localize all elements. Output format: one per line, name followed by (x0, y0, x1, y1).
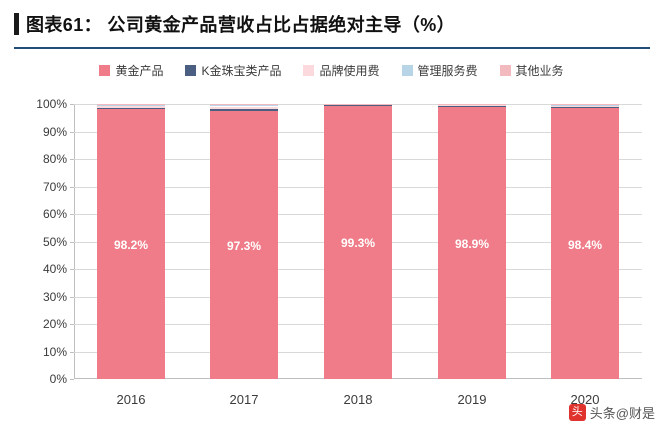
bar-segment[interactable] (551, 104, 619, 106)
bar-value-label: 98.9% (454, 237, 490, 252)
y-axis-tick-mark (70, 159, 74, 160)
y-axis-tick-mark (70, 104, 74, 105)
bar-segment[interactable] (97, 107, 165, 109)
y-axis-tick-label: 100% (36, 97, 67, 111)
legend-item[interactable]: 品牌使用费 (303, 62, 380, 79)
bar-segment[interactable] (97, 108, 165, 379)
legend-item[interactable]: K金珠宝类产品 (185, 62, 281, 79)
chart-legend: 黄金产品 K金珠宝类产品 品牌使用费 管理服务费 其他业务 (0, 62, 663, 79)
x-axis-tick-label: 2017 (229, 392, 259, 407)
bar-value-label: 98.2% (113, 237, 149, 252)
watermark-text: 头条@财是 (589, 406, 655, 421)
bar-segment[interactable] (551, 104, 619, 106)
y-axis-tick-label: 10% (42, 345, 67, 359)
bar-segment[interactable] (438, 107, 506, 379)
bar-segment[interactable] (324, 104, 392, 106)
legend-swatch-icon (401, 65, 413, 76)
bar-segment[interactable] (97, 104, 165, 106)
y-axis-tick-label: 50% (42, 235, 67, 249)
bar-segment[interactable] (324, 103, 392, 105)
bar-segment[interactable] (438, 103, 506, 105)
legend-label: 管理服务费 (417, 64, 478, 78)
y-axis-tick-mark (70, 214, 74, 215)
y-axis-tick-label: 70% (42, 180, 67, 194)
legend-item[interactable]: 管理服务费 (401, 62, 478, 79)
y-axis-tick-mark (70, 187, 74, 188)
bar-value-label: 99.3% (340, 236, 376, 251)
bar-segment[interactable] (438, 106, 506, 108)
plot-area: 100% 90% 80% 70% 60% 50% 40% 30% 20% 10% 0% 98.2% 20… (36, 97, 642, 407)
bar-segment[interactable] (551, 108, 619, 379)
y-axis-tick-label: 80% (42, 152, 67, 166)
watermark: 头 头条@财是 (568, 403, 655, 422)
y-axis-line (74, 104, 75, 379)
y-axis-tick-mark (70, 379, 74, 380)
legend-label: 其他业务 (515, 64, 564, 78)
bar-value-label: 97.3% (226, 239, 262, 254)
bar-segment[interactable] (210, 105, 278, 107)
x-axis-tick-label: 2019 (457, 392, 487, 407)
y-axis-tick-label: 0% (49, 372, 67, 386)
bar-segment[interactable] (210, 104, 278, 106)
bar-segment[interactable] (551, 105, 619, 108)
bar-segment[interactable] (97, 104, 165, 106)
bar-segment[interactable] (438, 104, 506, 106)
x-axis-tick-label: 2016 (116, 392, 146, 407)
y-axis-tick-label: 30% (42, 290, 67, 304)
y-axis-tick-mark (70, 269, 74, 270)
legend-swatch-icon (185, 65, 197, 76)
y-axis-tick-mark (70, 297, 74, 298)
x-axis-tick-label: 2018 (343, 392, 373, 407)
legend-label: 黄金产品 (115, 64, 164, 78)
watermark-logo-icon: 头 (568, 404, 586, 421)
legend-item[interactable]: 黄金产品 (99, 62, 163, 79)
bar-segment[interactable] (210, 111, 278, 379)
bar-segment[interactable] (551, 107, 619, 109)
title-marker (14, 13, 19, 35)
y-axis-tick-mark (70, 324, 74, 325)
bar-segment[interactable] (210, 106, 278, 109)
bar-value-label: 98.4% (567, 237, 603, 252)
bar-segment[interactable] (324, 104, 392, 106)
y-axis-tick-label: 60% (42, 207, 67, 221)
bar-segment[interactable] (97, 105, 165, 108)
legend-label: 品牌使用费 (319, 64, 380, 78)
y-axis-tick-label: 40% (42, 262, 67, 276)
page-title: 图表61： 公司黄金产品营收占比占据绝对主导（%） (26, 15, 456, 35)
y-axis-tick-label: 90% (42, 125, 67, 139)
legend-swatch-icon (303, 65, 315, 76)
x-axis-tick-label: 2020 (570, 392, 600, 407)
legend-label: K金珠宝类产品 (201, 64, 282, 78)
y-axis-tick-label: 20% (42, 317, 67, 331)
legend-swatch-icon (499, 65, 511, 76)
y-axis-tick-mark (70, 132, 74, 133)
bar-segment[interactable] (324, 105, 392, 379)
legend-item[interactable]: 其他业务 (499, 62, 564, 79)
title-divider (14, 47, 650, 49)
bar-segment[interactable] (438, 105, 506, 107)
legend-swatch-icon (99, 65, 111, 76)
y-axis-tick-mark (70, 242, 74, 243)
y-axis-tick-mark (70, 352, 74, 353)
chart-title-bar: 图表61： 公司黄金产品营收占比占据绝对主导（%） (0, 0, 663, 48)
bar-segment[interactable] (210, 108, 278, 112)
